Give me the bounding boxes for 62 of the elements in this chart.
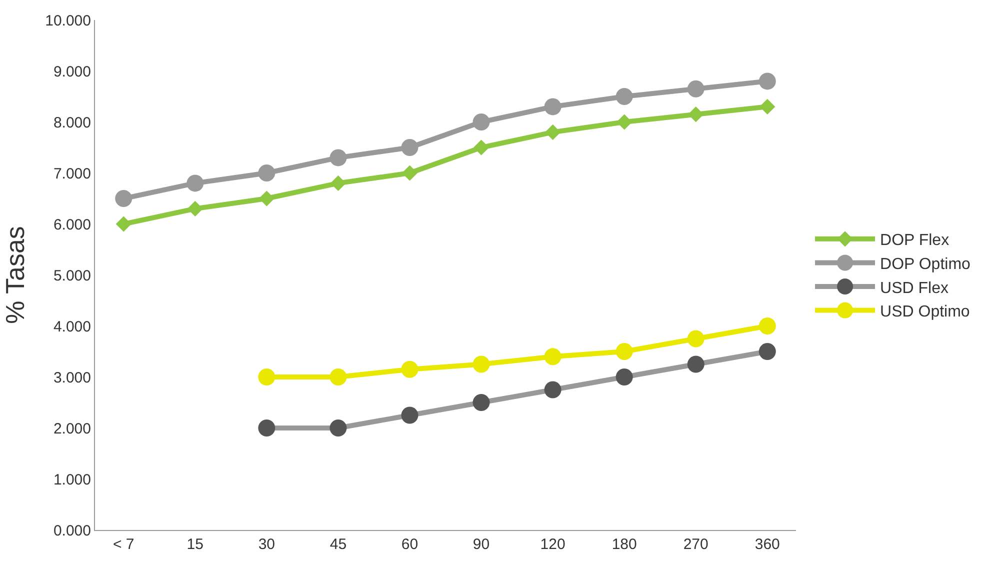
point — [687, 330, 704, 348]
point — [187, 200, 203, 216]
y-tick-label: 5.000 — [53, 267, 91, 284]
y-tick-label: 3.000 — [53, 369, 91, 386]
x-tick-label: 120 — [540, 536, 566, 553]
point — [472, 394, 490, 411]
point — [330, 175, 346, 191]
x-tick-label: 90 — [472, 536, 490, 553]
point — [258, 190, 274, 206]
legend-label: DOP Optimo — [880, 256, 971, 273]
y-tick-label: 7.000 — [53, 165, 91, 182]
x-tick-label: 60 — [401, 536, 418, 553]
y-tick-label: 9.000 — [53, 63, 91, 80]
point — [758, 318, 776, 334]
point — [687, 80, 704, 98]
x-tick-label: 15 — [186, 536, 204, 553]
point — [186, 174, 204, 192]
point — [760, 98, 776, 114]
point — [758, 72, 776, 90]
point — [758, 343, 776, 360]
legend-label: USD Flex — [880, 280, 948, 297]
y-tick-label: 8.000 — [53, 114, 91, 132]
point — [616, 114, 632, 130]
point — [472, 356, 490, 373]
point — [330, 420, 347, 436]
point — [616, 88, 633, 105]
point — [544, 348, 562, 366]
point — [401, 360, 418, 378]
y-tick-label: 10.000 — [45, 12, 91, 30]
y-tick-label: 4.000 — [53, 318, 91, 336]
y-axis-title: % Tasas — [0, 226, 30, 324]
x-tick-label: 30 — [258, 536, 276, 553]
y-tick-label: 2.000 — [53, 420, 91, 438]
x-tick-label: 270 — [683, 536, 708, 553]
point — [545, 124, 561, 140]
y-tick-label: 0.000 — [53, 522, 91, 540]
point — [472, 114, 490, 130]
point — [688, 106, 704, 122]
point — [544, 381, 562, 398]
point — [544, 98, 562, 116]
point — [258, 420, 276, 436]
point — [402, 165, 418, 181]
point — [687, 356, 704, 373]
point — [473, 140, 490, 156]
point — [258, 368, 276, 386]
point — [258, 164, 276, 182]
x-tick-label: 45 — [330, 536, 347, 553]
point — [616, 368, 633, 386]
legend-label: DOP Flex — [880, 232, 950, 250]
point — [401, 406, 418, 424]
point — [616, 343, 633, 360]
point — [330, 149, 347, 166]
x-tick-label: < 7 — [112, 536, 134, 553]
y-tick-label: 6.000 — [53, 216, 91, 234]
point — [330, 368, 347, 386]
point — [116, 216, 132, 232]
point — [401, 139, 418, 156]
legend-label: USD Optimo — [880, 304, 970, 321]
x-tick-label: 180 — [612, 536, 637, 553]
x-tick-label: 360 — [754, 536, 780, 553]
y-tick-label: 1.000 — [53, 471, 91, 488]
point — [115, 190, 132, 207]
